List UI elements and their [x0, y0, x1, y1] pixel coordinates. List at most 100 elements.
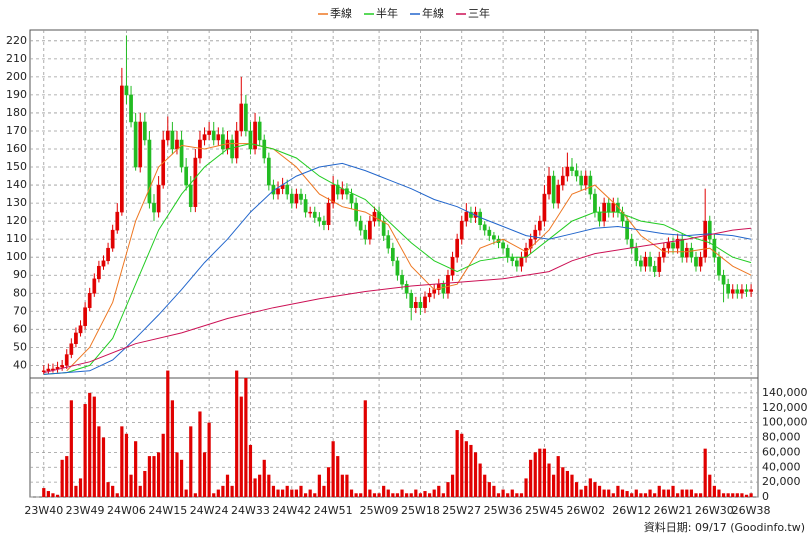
volume-bar: [698, 493, 703, 497]
volume-bar: [630, 493, 634, 497]
y-tick-label: 150: [6, 160, 27, 173]
volume-bar: [69, 400, 73, 497]
candle-body: [253, 121, 257, 150]
volume-bar: [115, 493, 119, 497]
candle-body: [744, 289, 749, 292]
volume-bar: [179, 459, 184, 497]
candle-body: [560, 175, 565, 186]
candle-body: [565, 166, 570, 177]
volume-bar: [216, 489, 220, 497]
x-tick-label: 24W42: [272, 504, 311, 517]
volume-bar: [395, 493, 400, 497]
volume-bar: [671, 485, 675, 497]
candle-body: [482, 224, 487, 231]
candle-body: [418, 302, 423, 308]
candle-body: [694, 256, 698, 267]
candle-body: [404, 283, 409, 294]
candle-body: [179, 139, 184, 168]
candle-body: [142, 121, 147, 141]
volume-bar: [303, 493, 308, 497]
candle-body: [712, 238, 717, 258]
volume-bar: [354, 493, 358, 497]
volume-bar: [124, 433, 129, 497]
candle-body: [547, 175, 551, 195]
volume-bar: [510, 489, 514, 497]
candle-body: [400, 274, 404, 285]
volume-bar: [446, 482, 450, 497]
y-tick-label: 40: [13, 358, 27, 371]
volume-bar: [597, 485, 602, 497]
candle-body: [740, 289, 744, 294]
candle-body: [505, 247, 510, 258]
candle-body: [469, 211, 473, 218]
volume-bar: [689, 489, 694, 497]
volume-tick-label: 120,000: [762, 401, 808, 414]
volume-bar: [221, 485, 225, 497]
ma-line: [66, 143, 752, 372]
y-tick-label: 200: [6, 70, 27, 83]
volume-bar: [161, 433, 165, 497]
volume-bar: [235, 370, 239, 497]
volume-bar: [602, 489, 606, 497]
volume-bar: [97, 426, 101, 497]
candle-body: [381, 220, 386, 236]
volume-bar: [225, 474, 230, 497]
candle-body: [441, 283, 446, 294]
volume-bar: [611, 493, 615, 497]
volume-bar: [735, 493, 739, 497]
candle-body: [133, 121, 138, 168]
candle-body: [423, 296, 427, 308]
volume-bar: [657, 485, 661, 497]
volume-bar: [175, 452, 179, 497]
candle-body: [101, 260, 106, 267]
candle-body: [308, 211, 313, 214]
volume-bar: [267, 474, 271, 497]
volume-bar: [418, 493, 423, 497]
volume-bar: [414, 489, 418, 497]
volume-bar: [460, 433, 464, 497]
x-tick-label: 25W36: [484, 504, 523, 517]
candle-body: [299, 193, 303, 200]
volume-bar: [455, 430, 459, 497]
y-tick-label: 100: [6, 250, 27, 263]
candle-body: [211, 130, 216, 141]
candle-body: [629, 238, 634, 249]
volume-tick-label: 140,000: [762, 386, 808, 399]
volume-bar: [88, 392, 92, 497]
candle-body: [262, 139, 267, 159]
candle-body: [106, 247, 110, 262]
volume-bar: [570, 474, 574, 497]
volume-bar: [336, 456, 340, 497]
volume-bar: [313, 493, 317, 497]
candle-body: [198, 139, 202, 159]
ma-line: [43, 227, 752, 374]
volume-bar: [556, 456, 560, 497]
volume-bar: [483, 474, 487, 497]
candle-body: [289, 193, 294, 204]
candle-body: [450, 256, 455, 276]
candle-body: [487, 229, 492, 236]
volume-bar: [51, 493, 55, 497]
candle-body: [221, 134, 225, 150]
volume-bar: [143, 470, 147, 497]
volume-bar: [744, 494, 749, 497]
volume-bar: [230, 485, 234, 497]
candle-body: [285, 184, 290, 195]
volume-bar: [262, 459, 266, 497]
candle-body: [680, 238, 685, 258]
candle-body: [519, 256, 524, 267]
candle-body: [46, 368, 51, 372]
volume-bar: [78, 478, 83, 497]
volume-bar: [529, 459, 533, 497]
volume-bar: [524, 478, 528, 497]
volume-bar: [285, 485, 289, 497]
volume-bar: [170, 400, 174, 497]
candle-body: [391, 247, 395, 262]
y-tick-label: 180: [6, 106, 27, 119]
candle-body: [537, 220, 542, 231]
volume-bar: [326, 467, 331, 497]
candle-body: [643, 256, 648, 267]
volume-bar: [547, 463, 551, 497]
candle-body: [459, 220, 464, 240]
